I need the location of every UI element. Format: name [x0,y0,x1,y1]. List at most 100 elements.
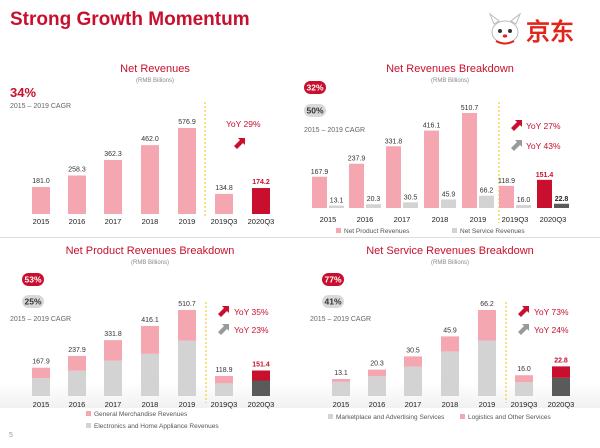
yoy-label: YoY 73% [534,307,569,317]
x-tick-label: 2016 [357,215,374,224]
data-label: 45.9 [442,191,456,198]
data-label: 576.9 [178,119,196,126]
bar [462,113,477,208]
bar [312,176,327,208]
yoy-up-arrow-gray-icon [518,324,529,335]
bar-segment [515,375,533,383]
x-tick-label: 2016 [369,400,386,409]
cagr-value: 34% [10,85,36,100]
bar-segment [104,340,122,361]
x-tick-label: 2019 [179,217,196,226]
bar [424,130,439,208]
data-label: 362.3 [104,151,122,158]
cagr-value: 25% [24,297,41,307]
bar [349,163,364,208]
data-label: 20.3 [367,196,381,203]
yoy-label: YoY 23% [234,325,269,335]
bar [141,145,159,214]
cagr-pill-primary [22,273,44,286]
legend-swatch [86,423,91,428]
bar-segment [368,369,386,377]
cagr-label: 2015 – 2019 CAGR [10,103,71,110]
bar-segment [215,383,233,396]
data-label: 258.3 [68,166,86,173]
bar-segment [332,378,350,382]
data-label: 510.7 [178,301,196,308]
legend-label: Net Product Revenues [344,228,410,235]
legend-swatch [452,228,457,233]
cagr-value: 50% [306,106,323,116]
x-tick-label: 2015 [33,217,50,226]
data-label: 13.1 [334,370,348,377]
data-label: 151.4 [252,362,270,369]
data-label: 167.9 [311,169,329,176]
legend-swatch [86,411,91,416]
page-number: 5 [9,432,13,439]
jd-logo-text: 京东 [526,18,574,46]
footer-band [0,382,600,408]
x-tick-label: 2019 [179,400,196,409]
page-title: Strong Growth Momentum [10,9,250,30]
legend-swatch [336,228,341,233]
data-label: 237.9 [348,156,366,163]
x-tick-label: 2015 [333,400,350,409]
legend-label: Logistics and Other Services [468,414,551,421]
data-label: 174.2 [252,179,270,186]
jd-mascot-icon [488,12,522,45]
bar-segment [215,375,233,384]
bar [104,159,122,214]
cagr-label: 2015 – 2019 CAGR [310,316,371,323]
x-tick-label: 2015 [320,215,337,224]
legend-swatch [328,414,333,419]
data-label: 151.4 [536,172,554,179]
cagr-pill-primary [322,273,344,286]
section-divider [0,237,600,238]
x-tick-label: 2017 [405,400,422,409]
bar [441,199,456,208]
yoy-up-arrow-icon [511,120,522,131]
cagr-pill-secondary [304,104,326,117]
yoy-label: YoY 43% [526,141,561,151]
bar-segment [368,376,386,396]
bar [366,204,381,208]
data-label: 462.0 [141,136,159,143]
bar [329,205,344,208]
data-label: 331.8 [104,331,122,338]
x-tick-label: 2016 [69,217,86,226]
bar-segment [478,340,496,396]
bar [516,205,531,208]
net-service-revenues-breakdown-chart: Net Service Revenues Breakdown (RMB Billi… [310,245,574,421]
legend-label: Marketplace and Advertising Services [336,414,445,421]
bar [252,188,270,214]
cagr-pill-secondary [322,295,344,308]
chart-title: Net Product Revenues Breakdown [66,245,235,257]
yoy-up-arrow-icon [218,306,229,317]
x-tick-label: 2016 [69,400,86,409]
data-label: 118.9 [498,178,515,185]
x-tick-label: 2018 [432,215,449,224]
x-tick-label: 2019 [470,215,487,224]
yoy-up-arrow-icon [518,306,529,317]
x-tick-label: 2019Q3 [511,400,538,409]
bar-segment [332,381,350,396]
cagr-pill-primary [304,81,326,94]
bar [499,185,514,208]
bar-segment [552,377,570,396]
yoy-label: YoY 35% [234,307,269,317]
net-product-revenues-breakdown-chart: Net Product Revenues Breakdown (RMB Billi… [10,245,274,430]
bar-segment [32,367,50,378]
x-tick-label: 2019Q3 [211,400,238,409]
bar-segment [252,370,270,381]
data-label: 30.5 [406,347,420,354]
x-tick-label: 2020Q3 [248,217,275,226]
bar-segment [252,380,270,396]
bar-segment [515,382,533,396]
data-label: 331.8 [385,138,403,145]
chart-subtitle: (RMB Billions) [431,260,469,266]
x-tick-label: 2019 [479,400,496,409]
bar-segment [68,370,86,396]
bar-segment [141,353,159,396]
data-label: 118.9 [216,367,233,374]
x-tick-label: 2018 [142,400,159,409]
